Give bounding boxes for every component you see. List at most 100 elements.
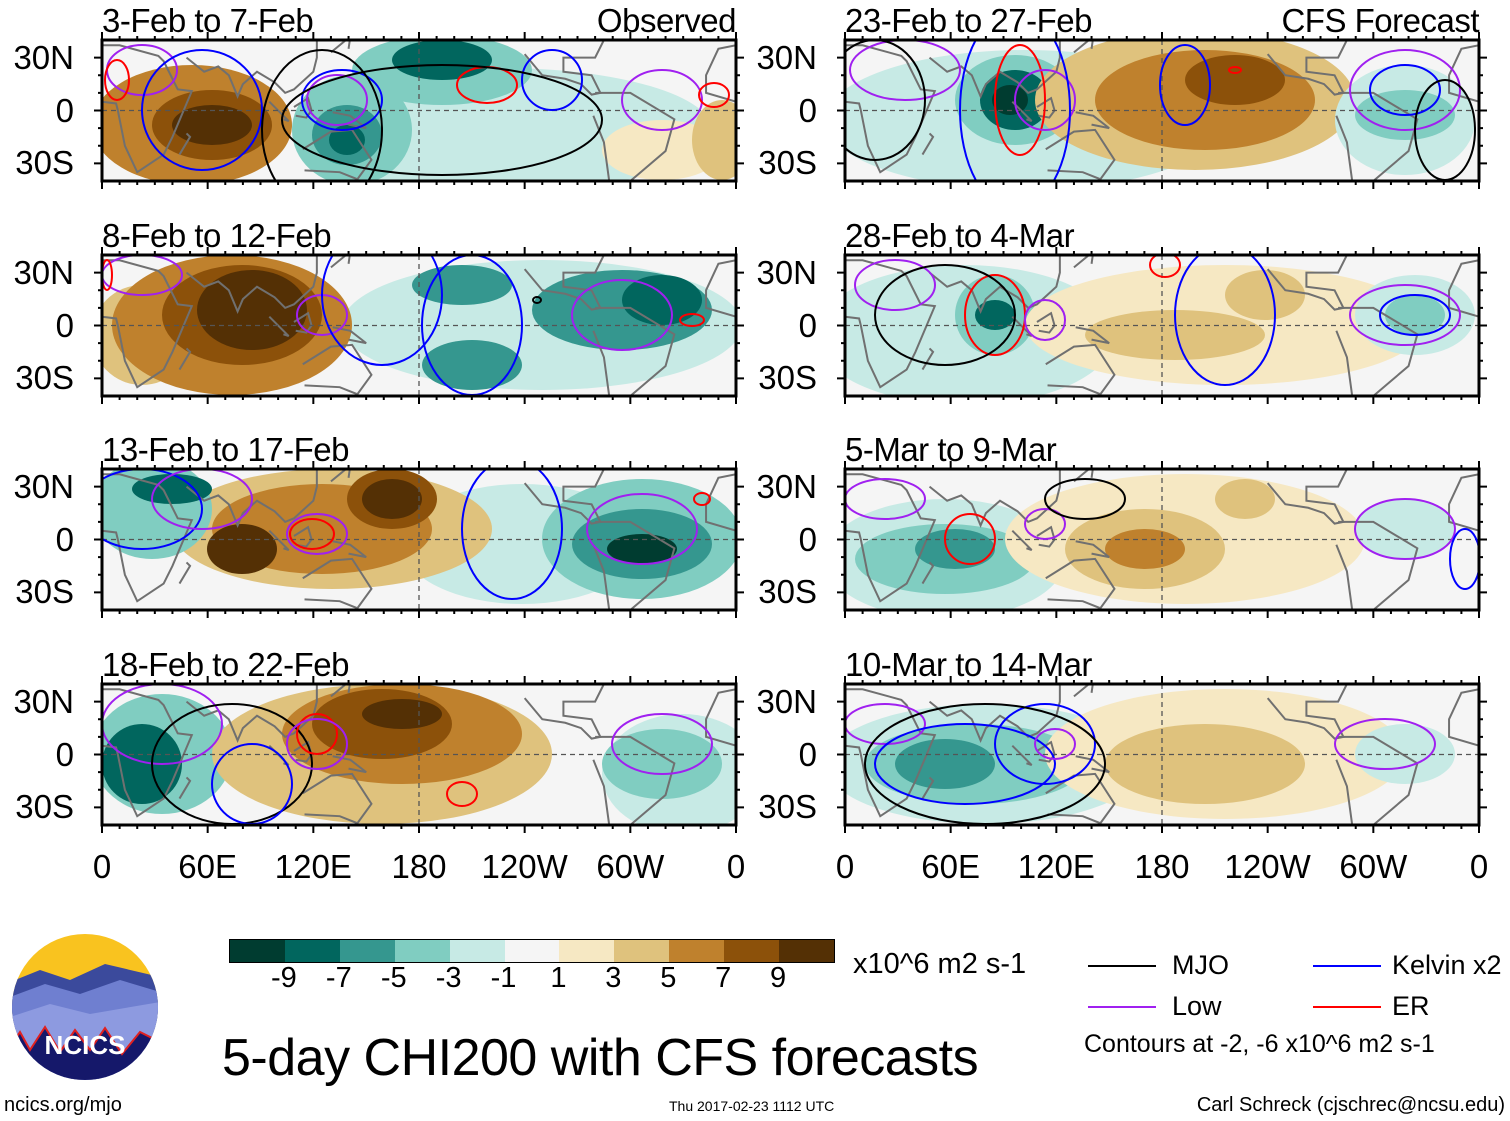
coastline [1011,744,1033,767]
lat-label: 0 [55,306,74,344]
lat-label: 0 [55,520,74,558]
coastline [1266,684,1348,740]
wave-contour [994,703,1096,785]
legend-line-low [1088,1006,1156,1008]
map [837,676,1487,833]
coastline [178,561,192,585]
wave-contour [1014,69,1076,131]
wave-contour [104,59,130,101]
coastline [1075,755,1110,774]
footer-link[interactable]: ncics.org/mjo [4,1094,122,1116]
coastline [1045,343,1116,396]
lon-label: 0 [92,848,112,885]
wave-contour [289,518,335,550]
anomaly-region [329,125,365,155]
coastline [523,684,605,740]
coastline [1075,540,1110,559]
coastline [1266,469,1348,525]
anomaly-region [392,40,492,80]
anomaly-region [207,524,277,574]
lon-label: 180 [391,848,447,885]
lat-label: 0 [55,735,74,773]
figure-title: 5-day CHI200 with CFS forecasts [222,1029,979,1087]
legend-low: Low [1172,991,1222,1021]
wave-contour [1349,284,1461,346]
wave-contour [261,49,383,181]
coastline [1073,255,1094,269]
wave-contour [461,469,563,600]
wave-contour [1334,718,1436,770]
coastline [185,40,318,99]
wave-contour [611,713,713,775]
lat-label: 30N [756,682,817,720]
lon-label: 0 [1469,848,1489,885]
colorbar-tick-label: -1 [490,962,517,994]
lat-label: 30S [15,144,74,182]
colorbar-tick-label: -9 [271,962,297,994]
logo-text: NCICS [45,1030,126,1060]
anomaly-region [1385,295,1445,335]
lat-label: 30N [13,467,74,505]
wave-contour [1149,255,1181,278]
coastline [592,306,676,396]
anomaly-region [172,105,252,145]
wave-contour [586,493,698,565]
coastline [928,255,1061,314]
map [837,461,1487,618]
anomaly-region [915,529,995,569]
lon-label: 60E [921,848,981,885]
coastline [302,128,373,181]
lat-label: 0 [55,91,74,129]
coastline [1073,684,1094,698]
map-panel: 5-Mar to 9-Mar 30N 0 30S [756,431,1487,618]
legend-er: ER [1392,991,1430,1021]
wave-contour [854,259,936,311]
colorbar-units: x10^6 m2 s-1 [853,948,1027,980]
anomaly-region [1085,310,1265,360]
coastline [523,40,605,96]
colorbar-swatch [779,940,834,962]
lon-label: 120E [1017,848,1095,885]
wave-contour [679,313,705,327]
wave-contour [1034,728,1076,760]
wave-contour [698,82,730,108]
wave-contour [849,40,961,101]
anomaly-region [975,300,1015,330]
map-panel: 18-Feb to 22-Feb 30N 0 30S [13,646,744,833]
lat-label: 30N [13,38,74,76]
coastline [845,688,937,818]
anomaly-region [602,729,722,799]
map [837,32,1487,189]
coastline [102,259,194,389]
lat-label: 30S [15,788,74,826]
anomaly-region [422,340,522,390]
coastline [330,684,351,698]
lat-label: 30S [758,144,817,182]
coastline [332,540,367,559]
wave-contour [1449,528,1479,590]
coastline [268,315,290,338]
coastline [302,343,373,396]
anomaly-region [607,534,677,564]
lat-label: 30N [13,682,74,720]
lon-label: 120W [481,848,568,885]
wave-contour [1024,508,1066,540]
map-panel: 8-Feb to 12-Feb 30N 0 30S [13,217,744,404]
coastline [302,772,373,825]
anomaly-region [1215,479,1275,519]
wave-contour [296,713,338,755]
coastline [921,776,935,800]
anomaly-region [1225,270,1305,320]
coastline [592,91,676,181]
wave-contour [102,684,223,765]
colorbar-tick-label: 7 [715,962,732,994]
anomaly-region [197,270,307,350]
anomaly-region [602,120,722,180]
wave-contour [571,279,673,351]
coastline [1335,735,1419,825]
wave-contour [693,492,711,506]
panel-title: 18-Feb to 22-Feb [102,646,349,683]
coastline [1266,40,1348,96]
wave-contour [102,259,113,291]
wave-contour [874,723,1056,805]
